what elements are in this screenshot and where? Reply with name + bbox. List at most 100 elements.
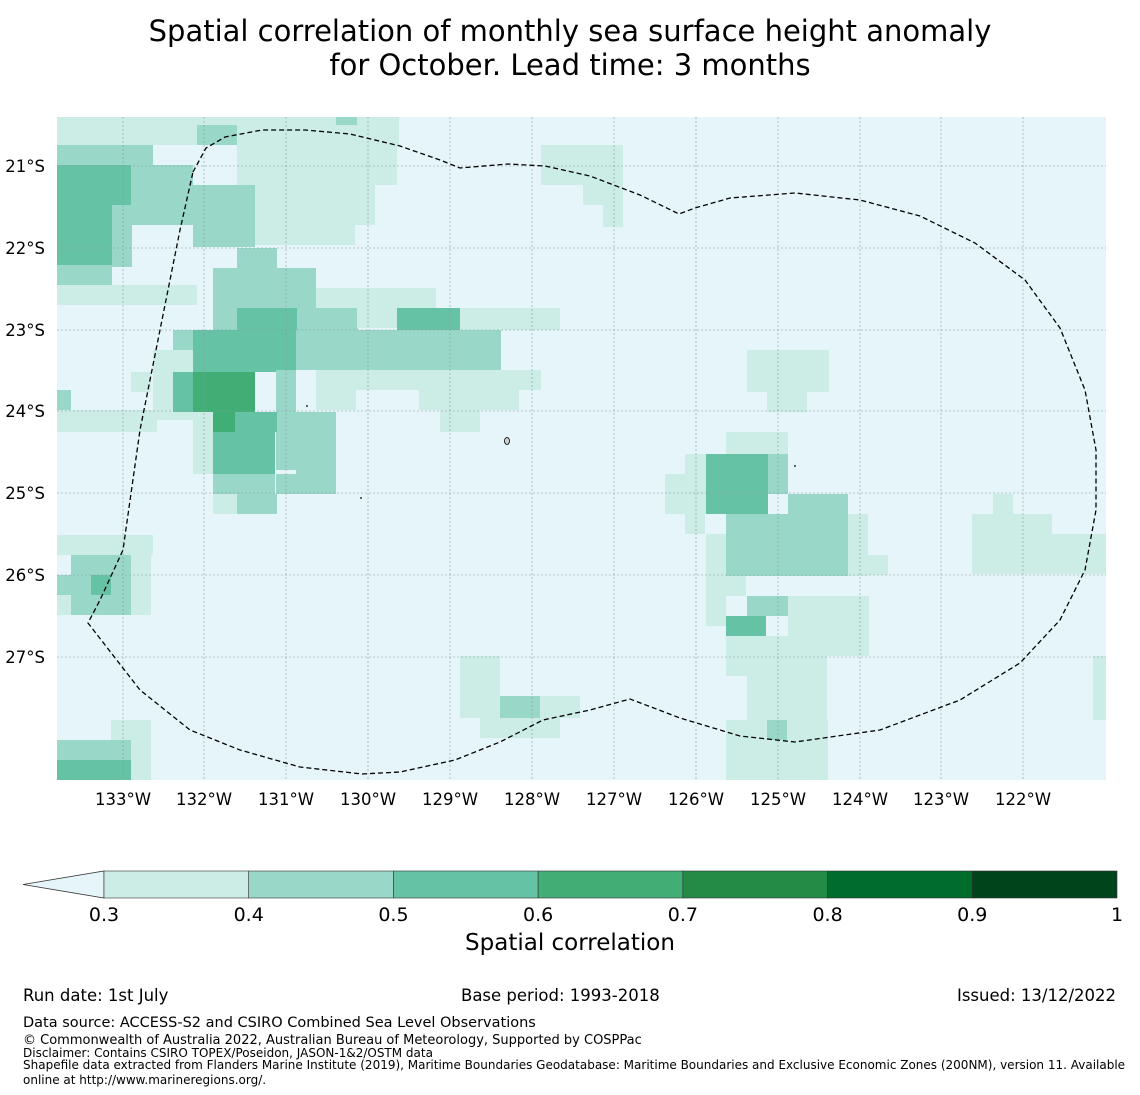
correlation-cell bbox=[237, 248, 277, 270]
colorbar-segment bbox=[537, 870, 684, 899]
correlation-cell bbox=[336, 370, 541, 390]
correlation-cell bbox=[57, 740, 131, 760]
island-marker bbox=[306, 405, 308, 407]
issued-date: Issued: 13/12/2022 bbox=[956, 986, 1116, 1005]
longitude-label: 128°W bbox=[504, 790, 560, 809]
longitude-label: 127°W bbox=[586, 790, 642, 809]
correlation-cell bbox=[57, 245, 112, 265]
correlation-cell bbox=[111, 575, 131, 595]
correlation-cell bbox=[726, 576, 746, 596]
correlation-cell bbox=[296, 412, 336, 474]
latitude-label: 22°S bbox=[5, 239, 45, 258]
correlation-cell bbox=[540, 696, 580, 718]
correlation-cell bbox=[57, 125, 197, 145]
colorbar-segment bbox=[827, 870, 973, 899]
correlation-cell bbox=[767, 720, 787, 740]
correlation-cell bbox=[972, 534, 1106, 574]
correlation-cell bbox=[788, 494, 848, 514]
correlation-cells bbox=[57, 117, 1106, 780]
longitude-label: 133°W bbox=[95, 790, 151, 809]
copyright: © Commonwealth of Australia 2022, Austra… bbox=[23, 1033, 642, 1048]
island-marker bbox=[794, 465, 796, 467]
correlation-map: 21°S22°S23°S24°S25°S26°S27°S 133°W 132°W 1… bbox=[5, 117, 1123, 926]
correlation-cell bbox=[213, 474, 275, 494]
longitude-label: 124°W bbox=[832, 790, 888, 809]
longitude-label: 126°W bbox=[668, 790, 724, 809]
correlation-cell bbox=[131, 165, 193, 225]
correlation-cell bbox=[57, 410, 157, 432]
correlation-cell bbox=[419, 390, 519, 410]
longitude-label: 129°W bbox=[422, 790, 478, 809]
correlation-cell bbox=[685, 494, 705, 534]
correlation-cell bbox=[197, 125, 237, 145]
correlation-cell bbox=[213, 432, 275, 474]
latitude-label: 23°S bbox=[5, 321, 45, 340]
correlation-cell bbox=[603, 205, 623, 227]
correlation-cell bbox=[213, 268, 316, 308]
correlation-cell bbox=[57, 285, 197, 305]
longitude-label: 125°W bbox=[750, 790, 806, 809]
longitude-label: 123°W bbox=[913, 790, 969, 809]
colorbar-segment bbox=[103, 870, 250, 899]
correlation-cell bbox=[460, 656, 500, 696]
longitude-label: 132°W bbox=[176, 790, 232, 809]
correlation-cell bbox=[235, 412, 277, 432]
correlation-cell bbox=[336, 117, 357, 125]
colorbar-tick-label: 0.5 bbox=[378, 904, 408, 926]
correlation-cell bbox=[57, 595, 71, 615]
map-gridlines bbox=[57, 117, 1106, 780]
title-line-1: Spatial correlation of monthly sea surfa… bbox=[148, 14, 992, 48]
disclaimer: Disclaimer: Contains CSIRO TOPEX/Poseido… bbox=[23, 1046, 433, 1060]
correlation-cell bbox=[397, 308, 460, 330]
longitude-label: 131°W bbox=[258, 790, 314, 809]
colorbar-tick-label: 0.7 bbox=[668, 904, 698, 926]
colorbar-segment bbox=[248, 870, 394, 899]
correlation-cell bbox=[193, 372, 255, 412]
correlation-cell bbox=[848, 514, 868, 576]
island-marker bbox=[504, 437, 510, 445]
correlation-cell bbox=[57, 145, 153, 165]
latitude-label: 24°S bbox=[5, 402, 45, 421]
correlation-cell bbox=[193, 412, 213, 474]
correlation-cell bbox=[57, 760, 131, 780]
correlation-cell bbox=[112, 205, 132, 267]
title-line-2: for October. Lead time: 3 months bbox=[329, 48, 811, 82]
correlation-cell bbox=[57, 390, 71, 412]
colorbar-tick-label: 0.9 bbox=[957, 904, 987, 926]
longitude-label: 122°W bbox=[995, 790, 1051, 809]
correlation-cell bbox=[706, 454, 768, 474]
colorbar-tick-label: 1 bbox=[1111, 904, 1123, 926]
correlation-cell bbox=[255, 225, 355, 245]
correlation-cell bbox=[357, 308, 397, 328]
correlation-cell bbox=[1093, 656, 1106, 720]
correlation-cell bbox=[706, 534, 726, 626]
correlation-cell bbox=[276, 474, 336, 494]
correlation-cell bbox=[193, 330, 296, 372]
data-source: Data source: ACCESS-S2 and CSIRO Combine… bbox=[23, 1015, 536, 1031]
correlation-cell bbox=[91, 575, 111, 595]
colorbar-tick-label: 0.3 bbox=[89, 904, 119, 926]
correlation-cell bbox=[726, 432, 788, 454]
colorbar-label: Spatial correlation bbox=[465, 930, 675, 956]
correlation-cell bbox=[71, 595, 131, 615]
colorbar bbox=[22, 870, 1118, 899]
colorbar-segment bbox=[971, 870, 1118, 899]
colorbar-ticks: 0.3 0.4 0.5 0.6 0.7 0.8 0.9 1 bbox=[89, 904, 1123, 926]
correlation-cell bbox=[541, 145, 623, 185]
latitude-labels: 21°S 22°S 23°S 24°S 25°S 26°S 27°S bbox=[5, 157, 45, 667]
correlation-cell bbox=[440, 410, 480, 432]
run-date: Run date: 1st July bbox=[23, 986, 169, 1005]
correlation-cell bbox=[726, 514, 848, 576]
correlation-cell bbox=[767, 390, 807, 412]
correlation-cell bbox=[480, 718, 560, 738]
correlation-cell bbox=[57, 265, 112, 285]
base-period: Base period: 1993-2018 bbox=[461, 986, 660, 1005]
correlation-cell bbox=[500, 696, 540, 718]
correlation-cell bbox=[747, 350, 829, 392]
correlation-cell bbox=[296, 330, 501, 370]
colorbar-segment bbox=[682, 870, 828, 899]
correlation-cell bbox=[726, 616, 766, 636]
latitude-label: 26°S bbox=[5, 566, 45, 585]
shapefile-note-1: Shapefile data extracted from Flanders M… bbox=[23, 1058, 1126, 1072]
correlation-cell bbox=[993, 494, 1013, 514]
